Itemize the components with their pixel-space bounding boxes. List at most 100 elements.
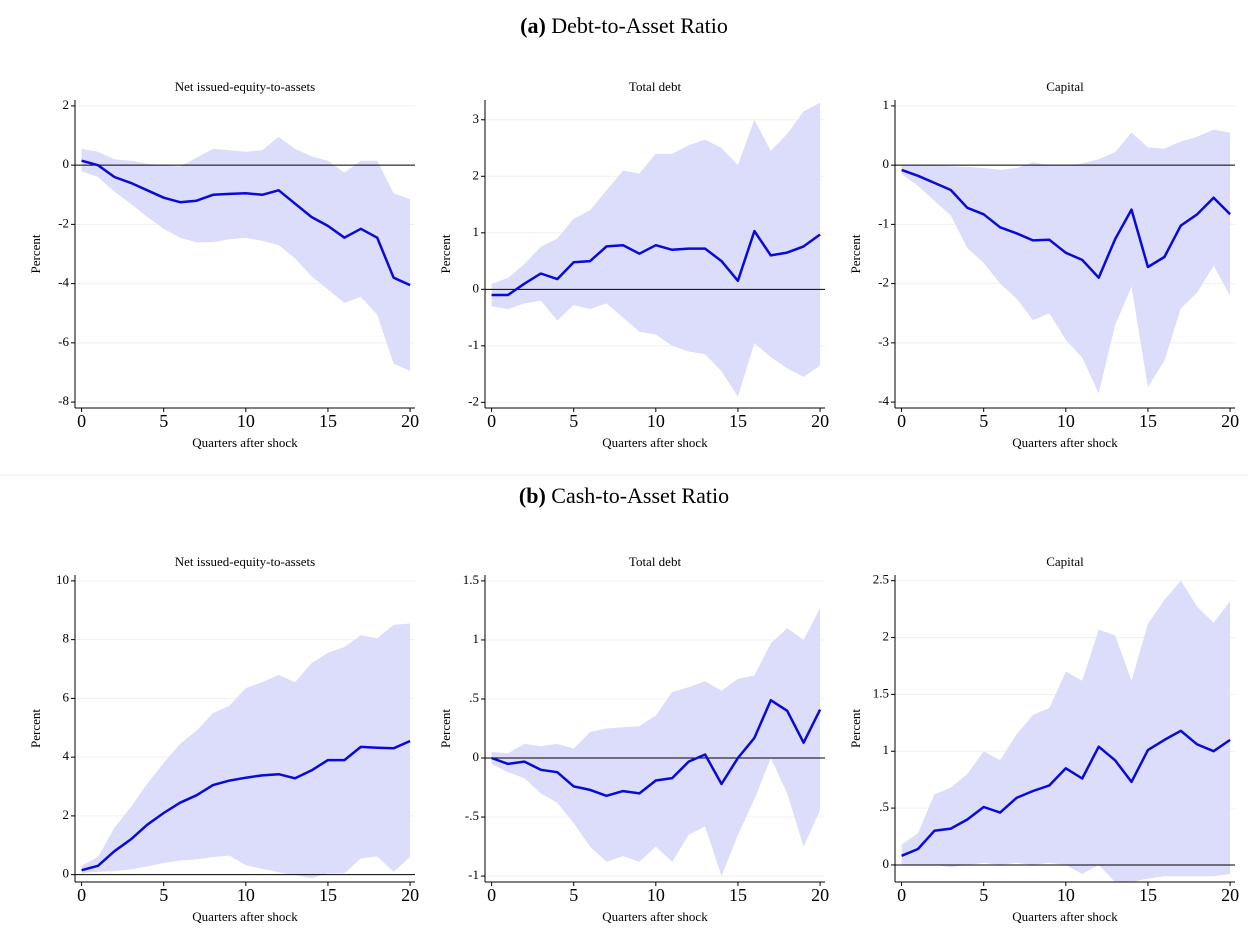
y-tick-label: -.5	[465, 808, 479, 823]
y-tick-label: .5	[879, 799, 889, 814]
x-tick-label: 0	[77, 885, 86, 905]
y-tick-label: 2	[63, 807, 70, 822]
y-tick-label: .5	[469, 690, 479, 705]
y-tick-label: -2	[468, 393, 479, 408]
x-axis-label: Quarters after shock	[602, 909, 708, 924]
y-tick-label: 0	[883, 156, 890, 171]
x-axis-label: Quarters after shock	[1012, 435, 1118, 450]
x-tick-label: 20	[811, 411, 829, 431]
y-tick-label: -1	[468, 337, 479, 352]
line	[491, 229, 821, 297]
x-tick-label: 15	[319, 411, 337, 431]
y-tick-label: -2	[878, 275, 889, 290]
y-tick-label: 1	[473, 224, 480, 239]
x-tick-label: 20	[401, 411, 419, 431]
x-tick-label: 20	[811, 885, 829, 905]
x-tick-label: 5	[979, 411, 988, 431]
y-axis-label: Percent	[438, 709, 453, 748]
chart-title: Net issued-equity-to-assets	[175, 554, 315, 569]
x-tick-label: 15	[729, 411, 747, 431]
x-tick-label: 15	[1139, 411, 1157, 431]
y-tick-label: 1	[473, 631, 480, 646]
x-tick-label: 20	[1221, 885, 1239, 905]
x-axis-label: Quarters after shock	[1012, 909, 1118, 924]
y-axis-label: Percent	[28, 709, 43, 748]
x-tick-label: 10	[237, 411, 255, 431]
confidence-band	[81, 623, 411, 879]
line	[491, 698, 822, 798]
x-tick-label: 0	[897, 411, 906, 431]
line	[901, 168, 1231, 279]
y-tick-label: -1	[468, 867, 479, 882]
x-tick-label: 5	[569, 885, 578, 905]
chart-title: Total debt	[629, 79, 682, 94]
panel-label: (b)	[519, 483, 546, 508]
y-axis-label: Percent	[28, 234, 43, 273]
line	[81, 159, 411, 287]
x-tick-label: 15	[1139, 885, 1157, 905]
x-tick-label: 0	[487, 411, 496, 431]
x-tick-label: 15	[319, 885, 337, 905]
y-tick-label: 0	[883, 856, 890, 871]
y-axis-label: Percent	[848, 709, 863, 748]
x-tick-label: 5	[979, 885, 988, 905]
y-tick-label: 6	[63, 689, 70, 704]
x-tick-label: 10	[237, 885, 255, 905]
y-tick-label: 1	[883, 742, 890, 757]
x-tick-label: 20	[1221, 411, 1239, 431]
x-tick-label: 10	[1057, 411, 1075, 431]
y-tick-label: -6	[58, 334, 69, 349]
x-tick-label: 15	[729, 885, 747, 905]
x-tick-label: 10	[1057, 885, 1075, 905]
y-tick-label: 2	[63, 97, 70, 112]
confidence-band	[491, 608, 821, 877]
y-tick-label: -8	[58, 393, 69, 408]
x-tick-label: 10	[647, 411, 665, 431]
y-tick-label: 10	[56, 572, 69, 587]
line	[901, 729, 1231, 857]
y-tick-label: 0	[63, 866, 70, 881]
y-tick-label: 8	[63, 631, 70, 646]
y-tick-label: -4	[878, 393, 889, 408]
y-tick-label: 2.5	[873, 572, 889, 587]
chart-title: Capital	[1046, 554, 1084, 569]
panel-label: (a)	[520, 13, 546, 38]
x-axis-label: Quarters after shock	[192, 909, 298, 924]
panel-heading: (b) Cash-to-Asset Ratio	[519, 483, 729, 508]
y-tick-label: 4	[63, 748, 70, 763]
x-tick-label: 5	[159, 411, 168, 431]
y-tick-label: -3	[878, 334, 889, 349]
confidence-band	[901, 129, 1231, 394]
y-tick-label: 1.5	[873, 685, 889, 700]
y-tick-label: 2	[473, 167, 480, 182]
confidence-band	[491, 102, 821, 397]
x-tick-label: 0	[897, 885, 906, 905]
y-tick-label: 3	[473, 111, 480, 126]
x-axis-label: Quarters after shock	[602, 435, 708, 450]
chart-title: Net issued-equity-to-assets	[175, 79, 315, 94]
chart-title: Total debt	[629, 554, 682, 569]
confidence-band	[81, 137, 411, 371]
panel-title: Debt-to-Asset Ratio	[551, 13, 728, 38]
x-tick-label: 5	[569, 411, 578, 431]
y-tick-label: 1	[883, 97, 890, 112]
chart-title: Capital	[1046, 79, 1084, 94]
y-tick-label: -4	[58, 275, 69, 290]
y-tick-label: -2	[58, 215, 69, 230]
y-tick-label: 0	[63, 156, 70, 171]
y-tick-label: -1	[878, 215, 889, 230]
y-tick-label: 1.5	[463, 572, 479, 587]
x-tick-label: 0	[77, 411, 86, 431]
x-tick-label: 5	[159, 885, 168, 905]
x-tick-label: 0	[487, 885, 496, 905]
y-axis-label: Percent	[438, 234, 453, 273]
y-tick-label: 2	[883, 629, 890, 644]
x-tick-label: 10	[647, 885, 665, 905]
y-tick-label: 0	[473, 280, 480, 295]
line	[81, 739, 411, 872]
x-axis-label: Quarters after shock	[192, 435, 298, 450]
panel-title: Cash-to-Asset Ratio	[551, 483, 729, 508]
x-tick-label: 20	[401, 885, 419, 905]
panel-heading: (a) Debt-to-Asset Ratio	[520, 13, 728, 38]
